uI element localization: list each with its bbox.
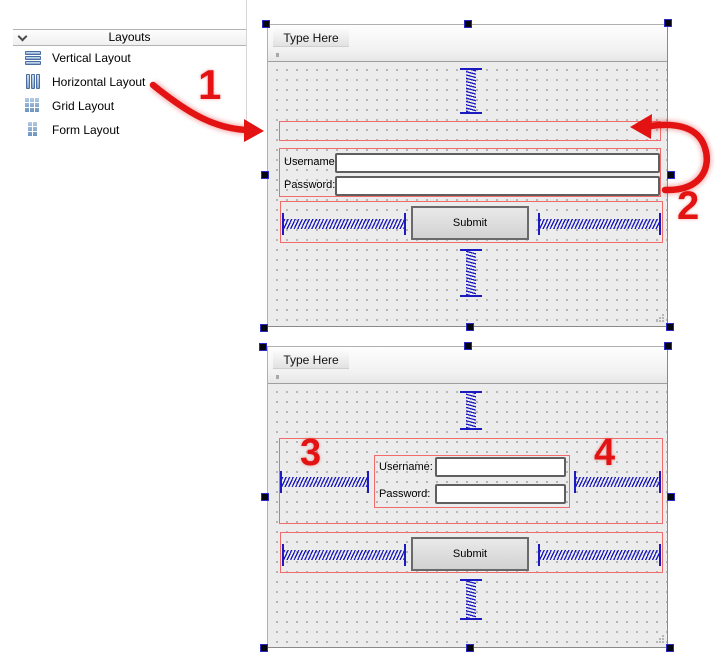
sidebar-item-form-layout[interactable]: Form Layout: [0, 121, 246, 139]
chevron-down-icon[interactable]: [17, 31, 28, 42]
selection-handle[interactable]: [259, 343, 267, 351]
annotation-number-3: 3: [300, 432, 322, 474]
username-label[interactable]: Username:: [379, 461, 433, 473]
selection-handle[interactable]: [667, 493, 675, 501]
password-input[interactable]: [335, 176, 660, 196]
horizontal-spacer[interactable]: [282, 213, 406, 235]
selection-handle[interactable]: [261, 171, 269, 179]
menu-type-here[interactable]: Type Here: [273, 29, 349, 47]
outer-horizontal-layout[interactable]: [279, 438, 663, 524]
arrow-1-head: [244, 119, 264, 142]
selection-handle[interactable]: [664, 342, 672, 350]
submit-row-layout[interactable]: [280, 201, 663, 243]
password-input[interactable]: [435, 484, 566, 504]
selection-handle[interactable]: [664, 19, 672, 27]
password-label[interactable]: Password:: [379, 488, 431, 500]
horizontal-spacer[interactable]: [574, 471, 661, 493]
menu-bar-strip: [268, 49, 667, 62]
horizontal-spacer[interactable]: [282, 544, 406, 566]
sidebar-item-horizontal-layout[interactable]: Horizontal Layout: [0, 73, 246, 91]
selection-handle[interactable]: [667, 171, 675, 179]
selection-handle[interactable]: [666, 644, 674, 652]
sidebar-item-label: Vertical Layout: [52, 51, 131, 65]
selection-handle[interactable]: [260, 324, 268, 332]
vertical-spacer[interactable]: [460, 579, 482, 620]
form-layout-icon: [28, 122, 37, 136]
submit-button[interactable]: Submit: [411, 537, 529, 571]
vertical-layout-icon: [25, 50, 41, 65]
vertical-spacer[interactable]: [460, 391, 482, 430]
sidebar-item-label: Form Layout: [52, 123, 120, 137]
panel-title: Layouts: [108, 30, 151, 44]
horizontal-layout-icon: [25, 74, 41, 89]
vertical-spacer[interactable]: [460, 68, 482, 114]
form-layout-container[interactable]: [374, 455, 570, 508]
annotation-number-2: 2: [677, 184, 700, 228]
empty-horizontal-layout[interactable]: [279, 121, 661, 141]
username-label[interactable]: Username:: [284, 156, 338, 168]
submit-button[interactable]: Submit: [411, 206, 529, 240]
submit-row-layout[interactable]: [280, 532, 663, 573]
layouts-panel-header: Layouts: [13, 29, 246, 46]
form-canvas-bottom: Type Here Username: Password: Submit: [267, 346, 668, 648]
menu-type-here[interactable]: Type Here: [273, 351, 349, 369]
horizontal-spacer[interactable]: [280, 471, 369, 493]
form-canvas-top: Type Here Username: Password: Submit: [267, 24, 668, 327]
annotation-number-1: 1: [198, 61, 222, 108]
password-label[interactable]: Password:: [284, 179, 336, 191]
username-input[interactable]: [335, 153, 660, 173]
selection-handle[interactable]: [466, 323, 474, 331]
resize-grip[interactable]: [655, 634, 664, 643]
sidebar-item-label: Grid Layout: [52, 99, 115, 113]
selection-handle[interactable]: [666, 323, 674, 331]
sidebar-item-vertical-layout[interactable]: Vertical Layout: [0, 49, 246, 67]
username-input[interactable]: [435, 457, 566, 477]
horizontal-spacer[interactable]: [538, 213, 661, 235]
selection-handle[interactable]: [262, 20, 270, 28]
resize-grip[interactable]: [655, 313, 664, 322]
sidebar-item-label: Horizontal Layout: [52, 75, 146, 89]
selection-handle[interactable]: [260, 644, 268, 652]
sidebar-item-grid-layout[interactable]: Grid Layout: [0, 97, 246, 115]
selection-handle[interactable]: [466, 644, 474, 652]
annotation-number-4: 4: [594, 432, 616, 474]
selection-handle[interactable]: [464, 342, 472, 350]
horizontal-spacer[interactable]: [538, 544, 661, 566]
selection-handle[interactable]: [261, 493, 269, 501]
menu-bar-strip: [268, 371, 667, 384]
vertical-spacer[interactable]: [460, 249, 482, 297]
widget-box-splitter: [246, 0, 247, 140]
selection-handle[interactable]: [464, 20, 472, 28]
grid-layout-icon: [25, 98, 39, 112]
